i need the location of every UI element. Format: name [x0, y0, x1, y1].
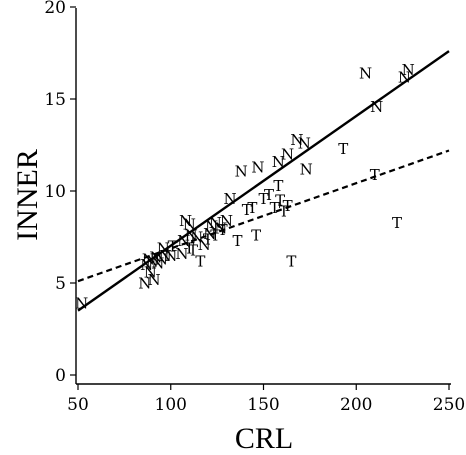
- point-n: N: [298, 135, 311, 153]
- point-n: N: [402, 61, 415, 79]
- point-n: N: [290, 131, 303, 149]
- point-n: N: [179, 212, 192, 230]
- point-n: N: [300, 160, 313, 178]
- point-t: T: [195, 252, 205, 270]
- axes: 50 100 150 200 250 0 5 10 15 20: [44, 0, 465, 415]
- point-t: T: [286, 252, 296, 270]
- point-t: T: [270, 199, 280, 217]
- point-n: N: [138, 275, 151, 293]
- point-n: N: [235, 162, 248, 180]
- point-n: N: [398, 68, 411, 86]
- point-n: N: [370, 98, 383, 116]
- y-tick-label: 20: [44, 0, 66, 18]
- point-n: N: [164, 247, 177, 265]
- point-t: T: [218, 221, 228, 239]
- point-n: N: [146, 252, 159, 270]
- point-t: T: [279, 203, 289, 221]
- point-t: T: [392, 214, 402, 232]
- point-n: N: [224, 190, 237, 208]
- x-tick-label: 250: [433, 395, 465, 415]
- point-t: T: [370, 166, 380, 184]
- point-n: N: [147, 271, 160, 289]
- point-n: N: [205, 217, 218, 235]
- x-tick-label: 150: [247, 395, 279, 415]
- point-n: N: [220, 212, 233, 230]
- x-axis-title: CRL: [235, 422, 293, 455]
- x-tick-label: 50: [67, 395, 89, 415]
- point-t: T: [247, 199, 257, 217]
- point-t: T: [275, 192, 285, 210]
- point-n: N: [214, 219, 227, 237]
- point-n: N: [281, 146, 294, 164]
- x-tick-label: 100: [155, 395, 187, 415]
- point-n: N: [198, 236, 211, 254]
- y-axis-title: INNER: [11, 149, 44, 241]
- y-tick-label: 5: [55, 274, 66, 294]
- point-n: N: [159, 247, 172, 265]
- y-tick-label: 15: [44, 90, 66, 110]
- x-tick-label: 200: [340, 395, 372, 415]
- point-t: T: [168, 238, 178, 256]
- point-n: N: [209, 214, 222, 232]
- fit-line-n-solid: [77, 50, 450, 312]
- point-n: N: [251, 159, 264, 177]
- point-n: N: [157, 240, 170, 258]
- point-t: T: [273, 177, 283, 195]
- point-n: N: [183, 216, 196, 234]
- point-t: T: [258, 190, 268, 208]
- point-n: N: [142, 251, 155, 269]
- point-n: N: [203, 225, 216, 243]
- point-t: T: [251, 227, 261, 245]
- point-t: T: [338, 140, 348, 158]
- point-n: N: [75, 295, 88, 313]
- point-n: N: [272, 153, 285, 171]
- point-t: T: [242, 201, 252, 219]
- point-n: N: [190, 229, 203, 247]
- point-t: T: [233, 232, 243, 250]
- point-n: N: [177, 232, 190, 250]
- fit-line-t-dashed: [77, 149, 450, 283]
- point-t: T: [283, 197, 293, 215]
- point-n: N: [175, 245, 188, 263]
- point-t: T: [184, 240, 194, 258]
- point-n: N: [185, 227, 198, 245]
- point-t: T: [203, 230, 213, 248]
- plot-area: [77, 50, 450, 312]
- point-t: T: [188, 241, 198, 259]
- point-n: N: [140, 256, 153, 274]
- point-n: N: [149, 249, 162, 267]
- point-n: N: [155, 251, 168, 269]
- y-tick-label: 10: [44, 182, 66, 202]
- point-n: N: [144, 263, 157, 281]
- y-tick-label: 0: [55, 366, 66, 386]
- point-t: T: [210, 227, 220, 245]
- point-n: N: [151, 254, 164, 272]
- point-n: N: [359, 65, 372, 83]
- point-t: T: [264, 186, 274, 204]
